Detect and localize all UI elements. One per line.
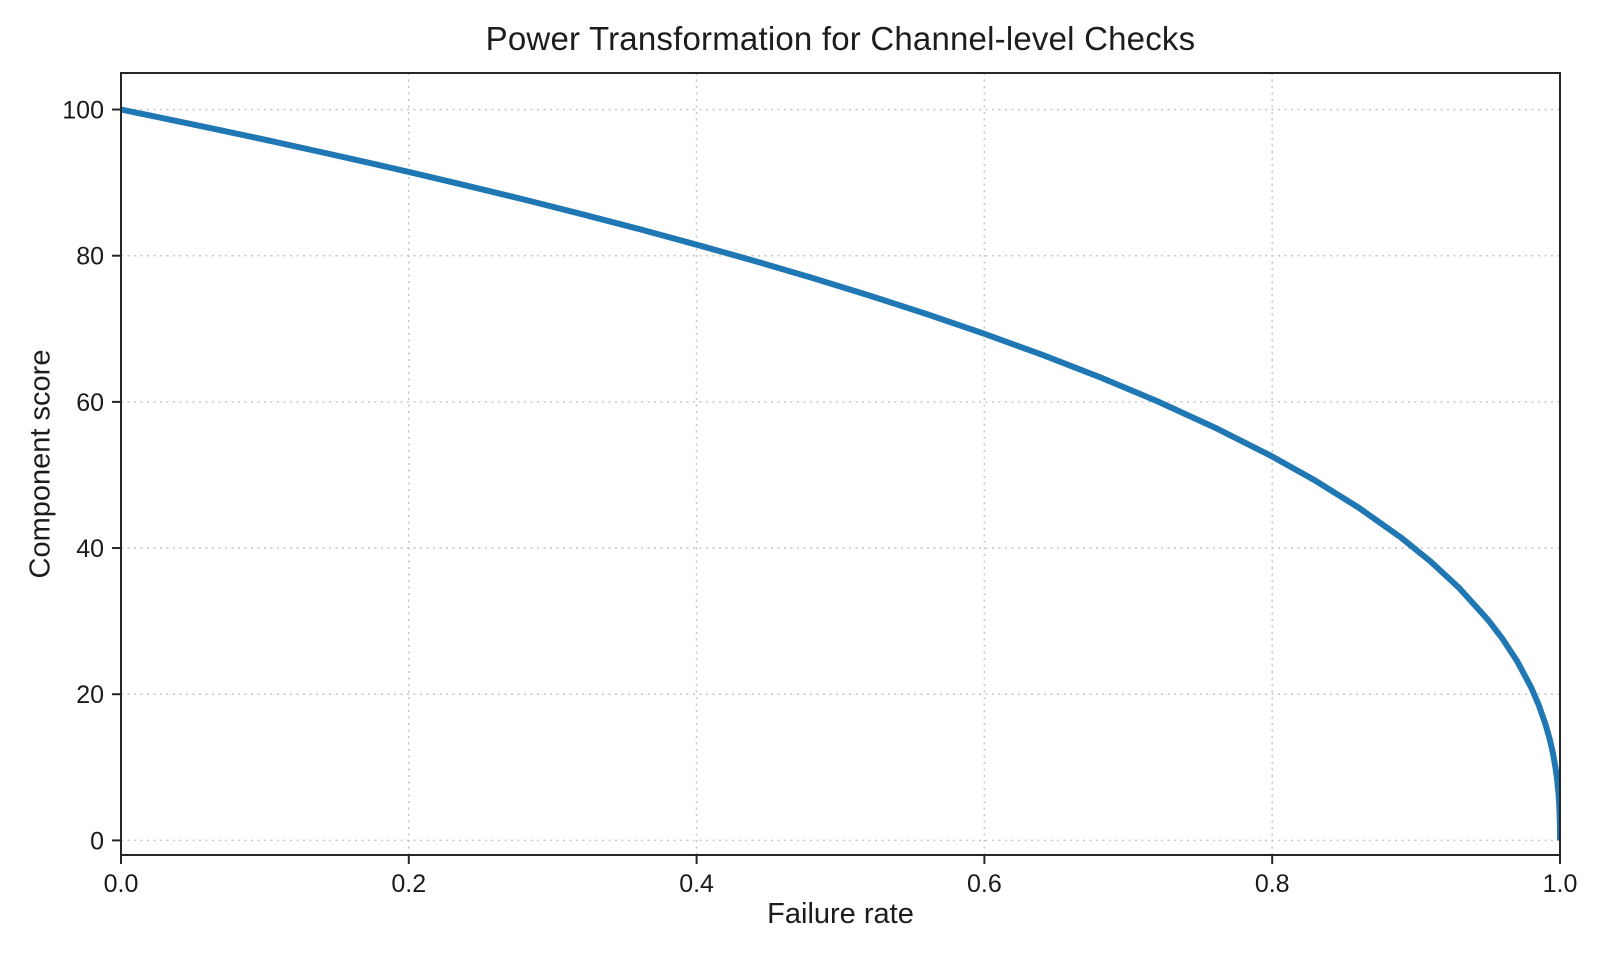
y-tick-label: 0 — [90, 827, 104, 855]
plot-border — [120, 72, 1561, 856]
chart-title: Power Transformation for Channel-level C… — [485, 20, 1196, 57]
y-tick-label: 40 — [76, 535, 104, 563]
x-tick-label: 0.4 — [679, 870, 714, 898]
x-tick-label: 1.0 — [1543, 870, 1578, 898]
y-tick-label: 80 — [76, 243, 104, 271]
y-tick-label: 100 — [62, 97, 104, 125]
x-tick-label: 0.6 — [967, 870, 1002, 898]
y-tick-label: 20 — [76, 681, 104, 709]
y-tick-label: 60 — [76, 389, 104, 417]
x-axis-label: Failure rate — [767, 898, 914, 930]
y-axis-label: Component score — [24, 349, 57, 579]
x-tick-label: 0.0 — [104, 870, 139, 898]
curve-component-score-curve — [121, 106, 1560, 841]
x-tick-label: 0.2 — [391, 870, 426, 898]
x-tick-label: 0.8 — [1255, 870, 1290, 898]
